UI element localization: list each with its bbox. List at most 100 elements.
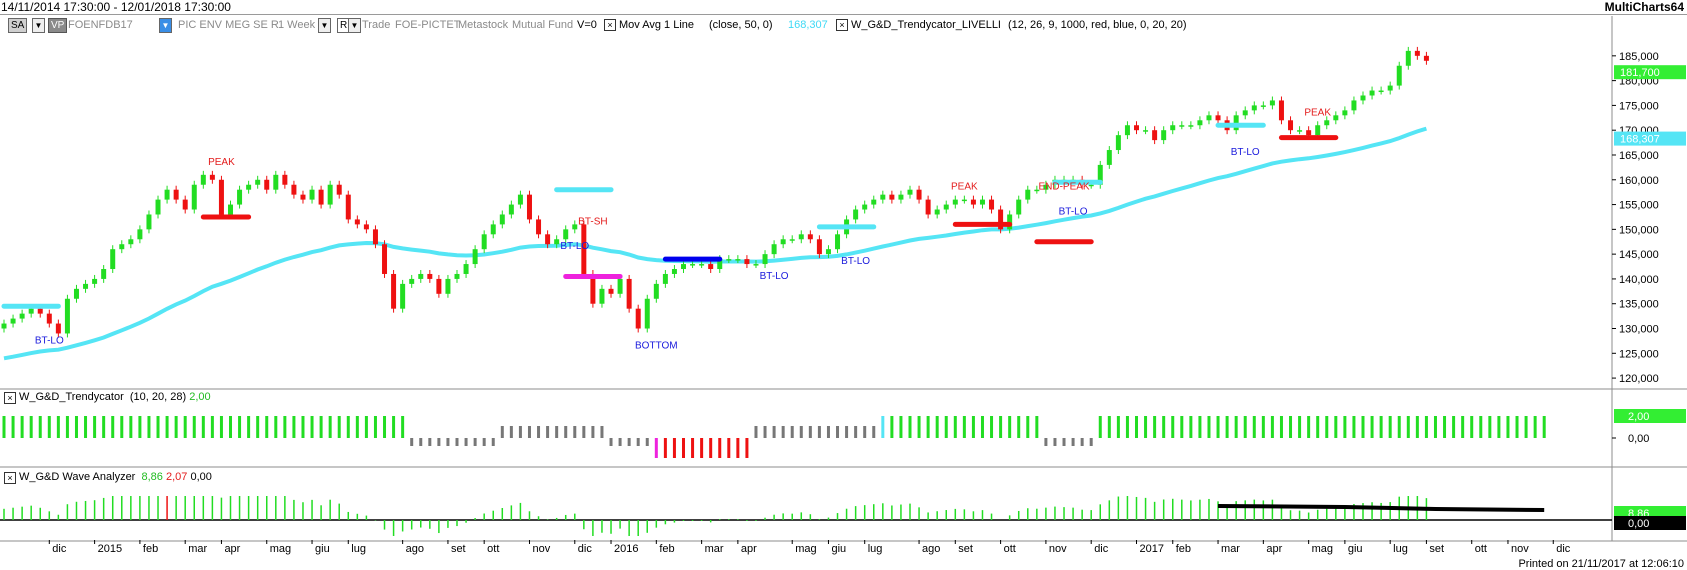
study1-params: (close, 50, 0) xyxy=(709,19,773,31)
chart-annotation: BOTTOM xyxy=(635,340,678,351)
trendycator-bar xyxy=(265,416,269,438)
x-tick-label: ott xyxy=(1004,543,1016,555)
wave-name: W_G&D Wave Analyzer xyxy=(19,471,136,483)
candle-body xyxy=(119,244,125,250)
x-tick-label: apr xyxy=(741,543,757,555)
trendycator-bar xyxy=(980,416,984,438)
trendycator-bar xyxy=(1361,416,1365,438)
trendycator-bar xyxy=(1225,416,1229,438)
trendycator-value: 2,00 xyxy=(189,391,211,403)
candle-body xyxy=(382,244,388,274)
candle-body xyxy=(101,269,107,279)
trendycator-bar xyxy=(908,416,912,438)
candle-body xyxy=(309,189,315,200)
candle-body xyxy=(1288,120,1294,131)
candle-body xyxy=(807,234,813,240)
sa-button[interactable]: SA xyxy=(8,18,28,33)
trendycator-bar xyxy=(772,426,776,438)
candle-body xyxy=(19,313,25,319)
candle-body xyxy=(1414,50,1420,56)
candle-body xyxy=(998,209,1004,230)
candle-body xyxy=(626,278,632,309)
trendycator-bar xyxy=(111,416,115,438)
candle-body xyxy=(717,259,723,270)
x-tick-label: ago xyxy=(922,543,940,555)
trendycator-bar xyxy=(1261,416,1265,438)
chart-annotation: BT-LO xyxy=(560,241,589,252)
y-tick-label: 135,000 xyxy=(1619,299,1659,311)
timeframe-dropdown-icon[interactable]: ▼ xyxy=(318,18,331,33)
trendycator-close-icon[interactable]: × xyxy=(4,392,16,404)
candle-body xyxy=(1197,120,1203,126)
candle-body xyxy=(508,204,514,215)
trendycator-bar xyxy=(1035,416,1039,438)
trendycator-bar xyxy=(1026,416,1030,438)
x-tick-label: feb xyxy=(1176,543,1191,555)
wave-value1: 8,86 xyxy=(141,471,163,483)
trendycator-bar xyxy=(174,416,178,438)
trendycator-bar xyxy=(401,416,405,438)
trendycator-bar xyxy=(138,416,142,438)
trendycator-bar xyxy=(1162,416,1166,438)
app-name: MultiCharts64 xyxy=(1604,0,1684,14)
trendycator-bar xyxy=(736,438,740,458)
candle-body xyxy=(952,199,958,205)
trendycator-bar xyxy=(428,438,432,446)
symbol-dropdown-icon[interactable]: ▼ xyxy=(159,18,172,33)
x-tick-label: lug xyxy=(868,543,883,555)
trendycator-bar xyxy=(11,416,15,438)
candle-body xyxy=(128,239,134,245)
trendycator-value-label: 2,00 xyxy=(1628,411,1649,423)
trendycator-bar xyxy=(845,426,849,438)
x-tick-label: feb xyxy=(659,543,674,555)
candle-body xyxy=(155,199,161,215)
candle-body xyxy=(554,239,560,245)
candle-body xyxy=(436,278,442,294)
trendycator-bar xyxy=(364,416,368,438)
x-tick-label: set xyxy=(958,543,973,555)
candle-body xyxy=(200,174,206,185)
trendycator-bar xyxy=(1316,416,1320,438)
candle-body xyxy=(1215,115,1221,121)
candle-body xyxy=(1251,105,1257,111)
wave-close-icon[interactable]: × xyxy=(4,472,16,484)
study2-name: W_G&D_Trendycator_LIVELLI xyxy=(851,19,1001,31)
x-tick-label: apr xyxy=(1266,543,1282,555)
candle-body xyxy=(1306,130,1312,136)
trendycator-bar xyxy=(1325,416,1329,438)
trendycator-bar xyxy=(564,426,568,438)
candle-body xyxy=(536,219,542,235)
trendycator-bar xyxy=(446,438,450,446)
chart-annotation: PEAK xyxy=(1304,107,1331,118)
candle-body xyxy=(1360,95,1366,101)
candle-body xyxy=(173,189,179,200)
candle-body xyxy=(853,209,859,220)
trendycator-bar xyxy=(1479,416,1483,438)
trendycator-bar xyxy=(147,416,151,438)
trendycator-bar xyxy=(1470,416,1474,438)
study1-close-icon[interactable]: × xyxy=(604,19,616,31)
trendycator-bar xyxy=(165,416,169,438)
candle-body xyxy=(490,224,496,235)
chart-annotation: PEAK xyxy=(208,157,235,168)
candle-body xyxy=(1342,110,1348,116)
x-tick-label: mar xyxy=(705,543,724,555)
r-dropdown-icon[interactable]: ▼ xyxy=(348,18,361,33)
x-tick-label: 2016 xyxy=(614,543,638,555)
candle-body xyxy=(83,283,89,289)
trendycator-bar xyxy=(1497,416,1501,438)
trendycator-bar xyxy=(482,438,486,446)
chart-annotation: END-PEAK xyxy=(1038,182,1089,193)
candle-body xyxy=(291,184,297,195)
sa-dropdown-icon[interactable]: ▼ xyxy=(32,18,45,33)
vp-button[interactable]: VP xyxy=(48,18,68,33)
candle-body xyxy=(871,199,877,205)
trendycator-bar xyxy=(836,426,840,438)
trendycator-bar xyxy=(854,426,858,438)
wave-black-box xyxy=(1614,516,1686,530)
trendycator-bar xyxy=(1198,416,1202,438)
chart-annotation: BT-LO xyxy=(841,256,870,267)
candle-body xyxy=(916,189,922,200)
candle-body xyxy=(445,278,451,294)
study2-close-icon[interactable]: × xyxy=(836,19,848,31)
